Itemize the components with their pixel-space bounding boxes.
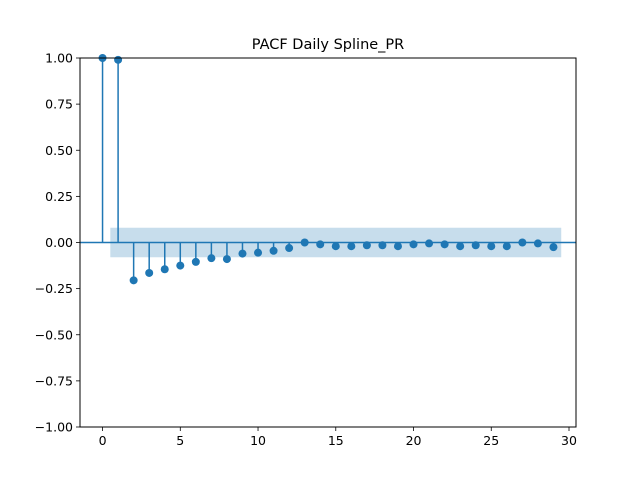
- y-tick-label: −0.75: [35, 373, 73, 388]
- plot-frame: [79, 57, 577, 428]
- stem-marker: [456, 242, 465, 251]
- y-tick-label: −0.50: [35, 327, 73, 342]
- x-tick-label: 15: [328, 433, 344, 448]
- x-tick-label: 5: [176, 433, 184, 448]
- x-tick-label: 0: [99, 433, 107, 448]
- stem-marker: [393, 242, 402, 251]
- stem-marker: [129, 276, 138, 285]
- chart-title: PACF Daily Spline_PR: [252, 37, 405, 53]
- stem-marker: [471, 241, 480, 250]
- stem-marker: [145, 268, 154, 277]
- y-tick-label: 1.00: [45, 51, 73, 66]
- y-tick-label: 0.50: [45, 143, 73, 158]
- x-tick-label: 20: [406, 433, 422, 448]
- x-tick-label: 10: [250, 433, 266, 448]
- stem-marker: [114, 55, 123, 64]
- stem-marker: [347, 242, 356, 251]
- stem-marker: [300, 238, 309, 247]
- x-tick-label: 25: [483, 433, 499, 448]
- axis-ticks: 0 5 10 15 20 25 30 1.00 0.75 0.50 0.25 0.00 −0.25 −0.…: [35, 51, 577, 449]
- stem-marker: [191, 257, 200, 266]
- stem-marker: [269, 246, 278, 255]
- stem-marker: [502, 242, 511, 251]
- y-tick-label: 0.25: [45, 189, 73, 204]
- stem-marker: [487, 242, 496, 251]
- stem-marker: [238, 249, 247, 258]
- stem-marker: [316, 240, 325, 249]
- stem-marker: [518, 238, 527, 247]
- stem-marker: [222, 255, 231, 264]
- stem-marker: [254, 248, 263, 257]
- stem-marker: [533, 239, 542, 248]
- marker-layer: [98, 54, 558, 285]
- y-tick-label: 0.00: [45, 235, 73, 250]
- x-tick-label: 30: [561, 433, 577, 448]
- stem-marker: [362, 241, 371, 250]
- stem-marker: [409, 240, 418, 249]
- stem-marker: [331, 242, 340, 251]
- y-tick-label: 0.75: [45, 97, 73, 112]
- stem-marker: [425, 239, 434, 248]
- stem-marker: [176, 261, 185, 270]
- stem-marker: [378, 241, 387, 250]
- stem-marker: [160, 265, 169, 274]
- stem-marker: [207, 254, 216, 263]
- y-tick-label: −0.25: [35, 281, 73, 296]
- stem-marker: [440, 240, 449, 249]
- stem-marker: [549, 243, 558, 252]
- y-tick-label: −1.00: [35, 420, 73, 435]
- stem-marker: [285, 244, 294, 253]
